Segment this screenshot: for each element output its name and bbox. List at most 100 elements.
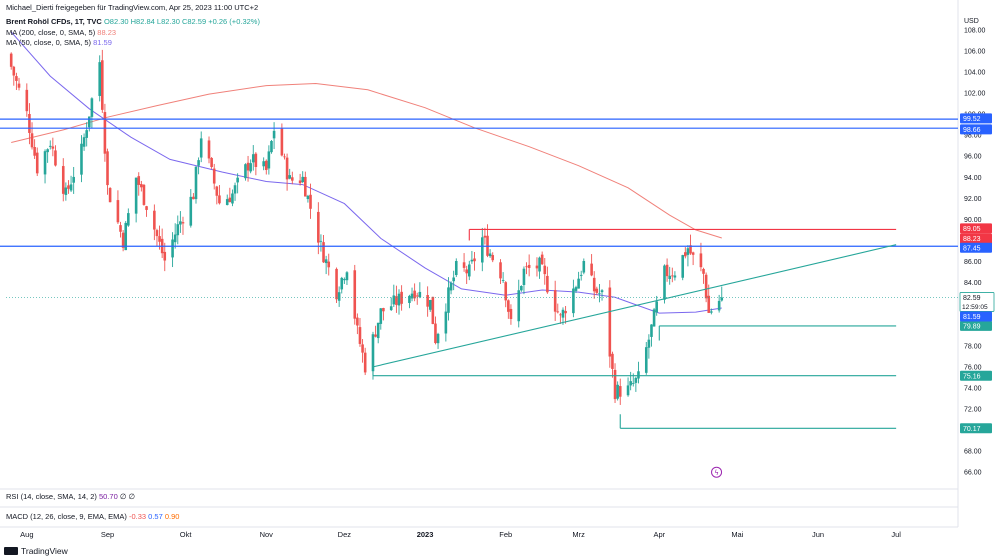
candle-body [704, 274, 708, 299]
y-tick-label: 90.00 [964, 217, 982, 224]
candle-body [462, 262, 466, 268]
ma50-label: MA (50, close, 0, SMA, 5) [6, 38, 92, 47]
candle-body [538, 257, 541, 272]
candle-body [262, 161, 265, 167]
x-tick-label: Nov [260, 530, 274, 539]
candle-body [671, 275, 674, 277]
time-axis[interactable]: Aug Sep Okt Nov Dez 2023 Feb Mrz Apr Mai Jun Jul [20, 530, 901, 539]
candle-body [717, 300, 721, 311]
segment-price-label-bg [960, 423, 992, 434]
candle-body [285, 157, 289, 180]
candle-body [301, 176, 305, 183]
publisher-caption: Michael_Dierti freigegeben für TradingVi… [6, 3, 259, 12]
candle-body [699, 253, 703, 268]
candle-body [46, 149, 49, 153]
candle-body [559, 314, 562, 316]
candle-body [483, 235, 487, 238]
segment-price-label: 70.17 [963, 426, 981, 433]
candle-body [317, 211, 320, 243]
y-tick-label: 96.00 [964, 154, 982, 161]
candle-body [267, 151, 271, 169]
ma50-legend[interactable]: MA (50, close, 0, SMA, 5) 81.59 [6, 38, 112, 47]
candle-body [415, 295, 419, 297]
candle-body [449, 282, 453, 291]
candle-body [15, 76, 18, 81]
candle-body [504, 282, 508, 301]
candle-body [428, 300, 432, 310]
candle-body [595, 288, 599, 293]
candle-body [582, 260, 586, 273]
candle-body [418, 291, 422, 298]
candle-body [358, 327, 362, 344]
level-price-label-bg [960, 124, 992, 135]
candle-body [691, 252, 695, 255]
candle-body [535, 265, 539, 269]
y-tick-label: 106.00 [964, 48, 986, 55]
candle-body [35, 152, 39, 174]
candle-body [335, 268, 338, 300]
candle-body [397, 293, 401, 306]
macd-label: MACD (12, 26, close, 9, EMA, EMA) [6, 512, 127, 521]
segment-price-label-bg [960, 320, 992, 331]
candle-body [127, 213, 130, 226]
candle-body [561, 309, 565, 318]
tradingview-logo[interactable]: TradingView [4, 546, 68, 556]
rsi-value-2: ∅ [119, 492, 127, 501]
ohlc-low: L82.30 [156, 17, 180, 26]
candle-body [345, 272, 349, 281]
candle-body [376, 322, 380, 339]
candle-body [408, 295, 411, 303]
x-tick-label: Okt [180, 530, 193, 539]
ma50-price-label-bg [960, 311, 992, 322]
candle-body [33, 147, 36, 156]
candle-body [288, 175, 291, 179]
candle-body [142, 184, 146, 205]
candle-body [304, 176, 307, 197]
rsi-value-3: ∅ [128, 492, 136, 501]
candle-body [246, 162, 250, 171]
candle-body [264, 160, 268, 170]
candle-body [454, 261, 458, 276]
candle-body [618, 386, 622, 397]
candle-body [343, 279, 346, 281]
candle-body [54, 150, 57, 166]
symbol-legend[interactable]: Brent Rohöl CFDs, 1T, TVC O82.30 H82.84 … [6, 17, 260, 26]
candle-body [491, 255, 495, 261]
candle-body [392, 295, 396, 305]
ma200-price-label: 88.23 [963, 236, 981, 243]
candle-body [395, 296, 398, 305]
candle-body [611, 353, 614, 369]
candle-body [650, 324, 653, 337]
candle-body [473, 258, 476, 262]
candle-body [426, 295, 429, 307]
candle-body [647, 339, 651, 348]
candle-body [452, 277, 455, 282]
price-labels: 99.52 98.66 87.45 89.05 79.89 75.16 70.17 88.23… [959, 113, 995, 434]
candle-body [501, 280, 505, 281]
candle-body [663, 265, 666, 300]
candle-body [572, 288, 575, 314]
level-87-price-label-bg [960, 242, 992, 253]
last-price-label: 82.59 [963, 295, 981, 302]
candle-body [616, 384, 619, 399]
candle-body [590, 263, 593, 276]
candle-body [153, 210, 156, 230]
candle-body [101, 60, 104, 110]
macd-legend[interactable]: MACD (12, 26, close, 9, EMA, EMA) -0.33 … [6, 512, 179, 521]
ma200-legend[interactable]: MA (200, close, 0, SMA, 5) 88.23 [6, 28, 116, 37]
ma200-label: MA (200, close, 0, SMA, 5) [6, 28, 96, 37]
y-tick-label: 108.00 [964, 27, 986, 34]
candle-body [379, 308, 383, 324]
candle-body [134, 177, 138, 214]
x-tick-label: Apr [653, 530, 665, 539]
level-price-label: 99.52 [963, 116, 981, 123]
candle-body [251, 154, 255, 163]
candle-body [228, 197, 232, 203]
candle-body [155, 230, 159, 237]
x-tick-label: Sep [101, 530, 114, 539]
segment-price-label-bg [960, 370, 992, 381]
rsi-legend[interactable]: RSI (14, close, SMA, 14, 2) 50.70 ∅ ∅ [6, 492, 135, 501]
candle-body [644, 347, 648, 373]
candle-body [291, 177, 294, 181]
